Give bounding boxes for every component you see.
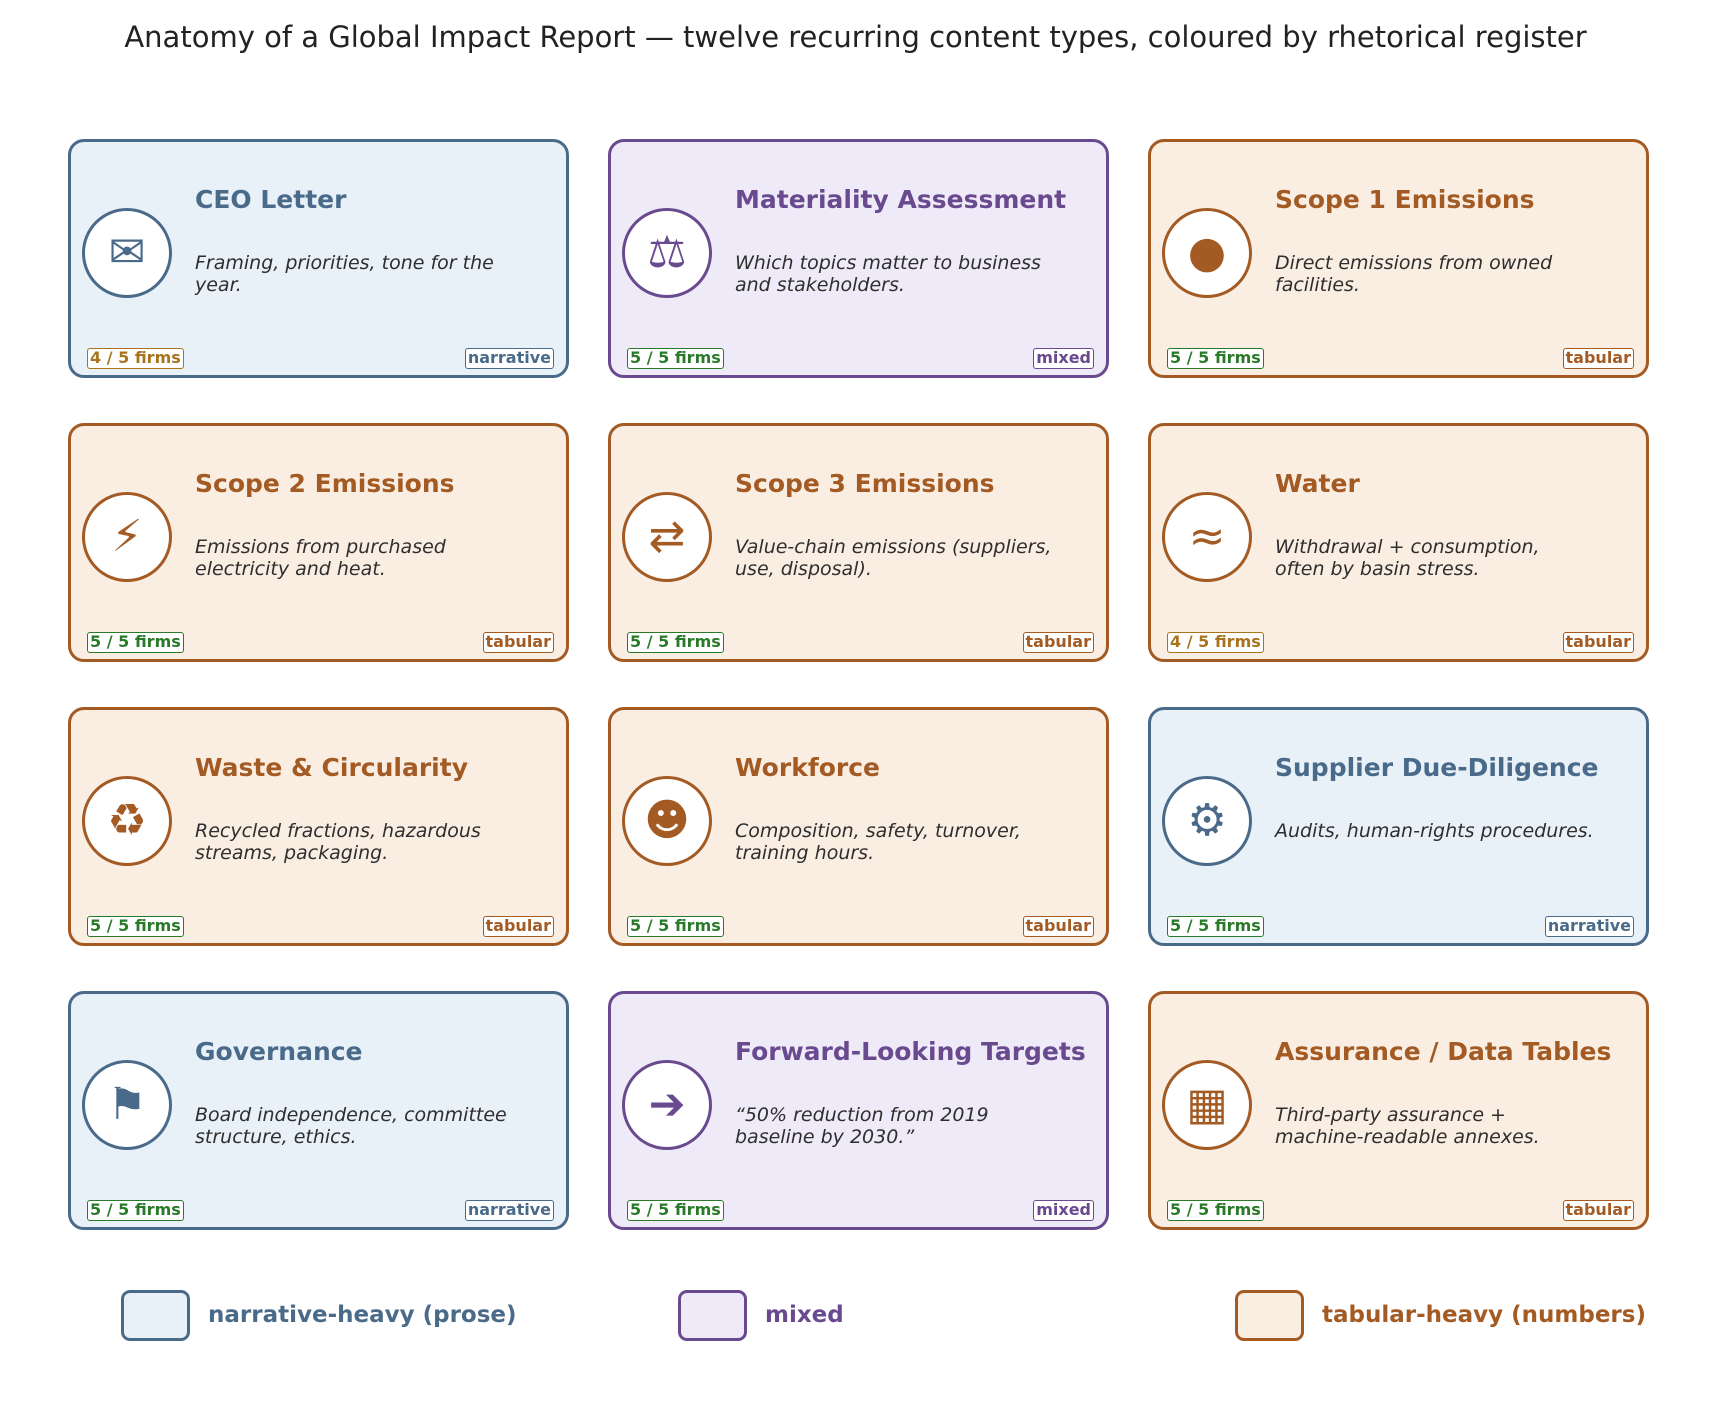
card-materiality-assessment: ⚖ Materiality Assessment Which topics ma… <box>608 139 1109 378</box>
card-title: Assurance / Data Tables <box>1275 1037 1612 1066</box>
register-badge: tabular <box>482 916 554 937</box>
firms-badge: 4 / 5 firms <box>1167 632 1264 653</box>
legend-label: mixed <box>765 1302 844 1328</box>
card-water: ≈ Water Withdrawal + consumption, often … <box>1148 423 1649 662</box>
card-description: Emissions from purchased electricity and… <box>195 536 446 580</box>
page-title: Anatomy of a Global Impact Report — twel… <box>124 20 1587 54</box>
card-description: Recycled fractions, hazardous streams, p… <box>195 820 481 864</box>
legend-swatch <box>121 1290 190 1341</box>
firms-badge: 5 / 5 firms <box>1167 348 1264 369</box>
gear-icon: ⚙ <box>1162 776 1252 866</box>
right-arrow-icon: ➔ <box>622 1060 712 1150</box>
card-title: Forward-Looking Targets <box>735 1037 1086 1066</box>
register-badge: tabular <box>1562 632 1634 653</box>
firms-badge: 5 / 5 firms <box>87 1200 184 1221</box>
card-title: Water <box>1275 469 1360 498</box>
card-description: Direct emissions from owned facilities. <box>1275 252 1553 296</box>
register-badge: tabular <box>1022 632 1094 653</box>
filled-circle-icon: ● <box>1162 208 1252 298</box>
register-badge: narrative <box>1544 916 1634 937</box>
legend-label: tabular-heavy (numbers) <box>1322 1302 1646 1328</box>
table-grid-icon: ▦ <box>1162 1060 1252 1150</box>
card-description: Board independence, committee structure,… <box>195 1104 507 1148</box>
firms-badge: 5 / 5 firms <box>1167 916 1264 937</box>
card-description: Framing, priorities, tone for the year. <box>195 252 494 296</box>
firms-badge: 5 / 5 firms <box>1167 1200 1264 1221</box>
firms-badge: 5 / 5 firms <box>627 1200 724 1221</box>
card-title: Workforce <box>735 753 880 782</box>
firms-badge: 5 / 5 firms <box>87 916 184 937</box>
card-title: CEO Letter <box>195 185 347 214</box>
register-badge: tabular <box>1562 1200 1634 1221</box>
card-description: Withdrawal + consumption, often by basin… <box>1275 536 1540 580</box>
card-title: Materiality Assessment <box>735 185 1067 214</box>
firms-badge: 5 / 5 firms <box>627 348 724 369</box>
register-badge: tabular <box>1562 348 1634 369</box>
card-supplier-due-diligence: ⚙ Supplier Due-Diligence Audits, human-r… <box>1148 707 1649 946</box>
card-title: Scope 3 Emissions <box>735 469 995 498</box>
firms-badge: 5 / 5 firms <box>627 916 724 937</box>
lightning-icon: ⚡ <box>82 492 172 582</box>
firms-badge: 5 / 5 firms <box>87 632 184 653</box>
firms-badge: 5 / 5 firms <box>627 632 724 653</box>
register-badge: tabular <box>482 632 554 653</box>
content-type-grid: ✉ CEO Letter Framing, priorities, tone f… <box>68 139 1649 1230</box>
card-assurance-data-tables: ▦ Assurance / Data Tables Third-party as… <box>1148 991 1649 1230</box>
card-title: Waste & Circularity <box>195 753 468 782</box>
register-badge: mixed <box>1033 348 1094 369</box>
card-description: Which topics matter to business and stak… <box>735 252 1041 296</box>
card-governance: ⚑ Governance Board independence, committ… <box>68 991 569 1230</box>
register-badge: tabular <box>1022 916 1094 937</box>
card-description: Value-chain emissions (suppliers, use, d… <box>735 536 1052 580</box>
firms-badge: 4 / 5 firms <box>87 348 184 369</box>
legend-swatch <box>678 1290 747 1341</box>
card-scope-3-emissions: ⇄ Scope 3 Emissions Value-chain emission… <box>608 423 1109 662</box>
scales-icon: ⚖ <box>622 208 712 298</box>
register-badge: narrative <box>464 348 554 369</box>
recycle-icon: ♻ <box>82 776 172 866</box>
legend-swatch <box>1235 1290 1304 1341</box>
exchange-arrows-icon: ⇄ <box>622 492 712 582</box>
card-scope-2-emissions: ⚡ Scope 2 Emissions Emissions from purch… <box>68 423 569 662</box>
envelope-icon: ✉ <box>82 208 172 298</box>
card-ceo-letter: ✉ CEO Letter Framing, priorities, tone f… <box>68 139 569 378</box>
register-badge: narrative <box>464 1200 554 1221</box>
card-workforce: ☻ Workforce Composition, safety, turnove… <box>608 707 1109 946</box>
card-scope-1-emissions: ● Scope 1 Emissions Direct emissions fro… <box>1148 139 1649 378</box>
register-badge: mixed <box>1033 1200 1094 1221</box>
card-title: Governance <box>195 1037 363 1066</box>
card-description: “50% reduction from 2019 baseline by 203… <box>735 1104 989 1148</box>
card-forward-looking-targets: ➔ Forward-Looking Targets “50% reduction… <box>608 991 1109 1230</box>
card-description: Third-party assurance + machine-readable… <box>1275 1104 1540 1148</box>
flag-icon: ⚑ <box>82 1060 172 1150</box>
water-waves-icon: ≈ <box>1162 492 1252 582</box>
legend-label: narrative-heavy (prose) <box>208 1302 517 1328</box>
smiley-face-icon: ☻ <box>622 776 712 866</box>
card-description: Audits, human-rights procedures. <box>1275 820 1594 842</box>
card-title: Scope 1 Emissions <box>1275 185 1535 214</box>
card-title: Supplier Due-Diligence <box>1275 753 1599 782</box>
card-waste-circularity: ♻ Waste & Circularity Recycled fractions… <box>68 707 569 946</box>
card-description: Composition, safety, turnover, training … <box>735 820 1021 864</box>
card-title: Scope 2 Emissions <box>195 469 455 498</box>
